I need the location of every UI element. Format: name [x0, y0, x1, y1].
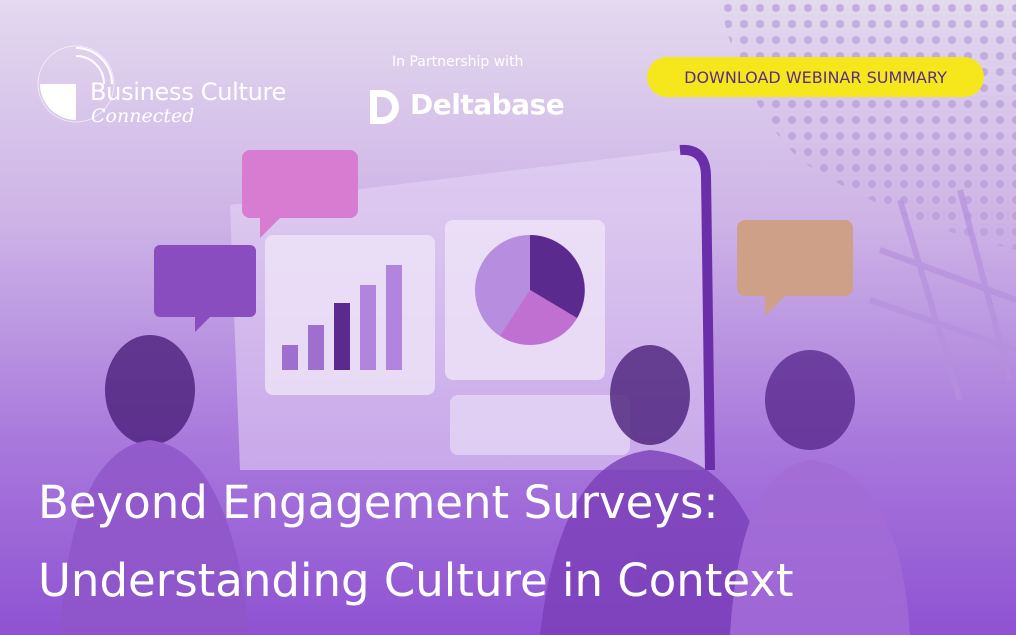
title-line: Beyond Engagement Surveys:	[38, 476, 719, 529]
dot-pattern	[720, 0, 1016, 250]
partner-name: Deltabase	[410, 88, 565, 121]
logo-name: Business Culture	[90, 78, 287, 106]
partner-label: In Partnership with	[392, 54, 524, 70]
partner-logo	[370, 90, 399, 124]
title-line: Understanding Culture in Context	[38, 554, 794, 607]
monitor	[230, 144, 715, 471]
download-button[interactable]: DOWNLOAD WEBINAR SUMMARY	[647, 57, 984, 97]
speech-bubble	[737, 220, 853, 316]
speech-bubble	[242, 150, 358, 238]
logo-mark	[37, 45, 115, 123]
logo-tagline: Connected	[91, 105, 195, 127]
speech-bubble	[154, 245, 256, 332]
people	[60, 335, 910, 635]
grid-decoration	[869, 189, 1016, 401]
